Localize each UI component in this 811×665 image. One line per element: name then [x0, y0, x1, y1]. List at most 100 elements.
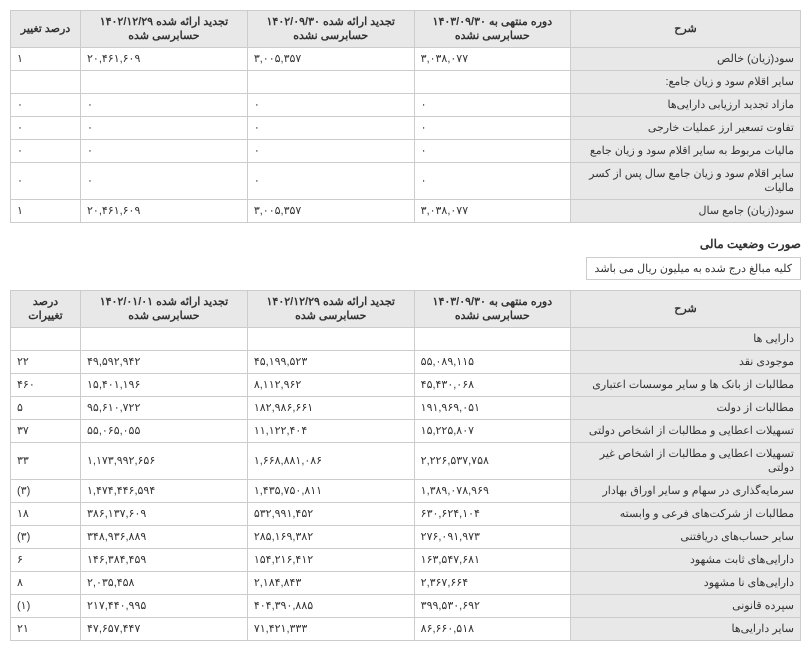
row-val3: ۲۰,۴۶۱,۶۰۹	[81, 200, 248, 223]
row-pct: ۳۳	[11, 443, 81, 480]
row-desc: موجودی نقد	[571, 351, 801, 374]
row-pct: (۳)	[11, 526, 81, 549]
row-pct: ۱	[11, 200, 81, 223]
row-val3: ۰	[81, 140, 248, 163]
row-val2: ۲,۱۸۴,۸۴۳	[247, 572, 414, 595]
row-val3: ۳۸۶,۱۳۷,۶۰۹	[81, 503, 248, 526]
row-val3: ۱,۱۷۳,۹۹۲,۶۵۶	[81, 443, 248, 480]
row-val1: ۰	[414, 117, 570, 140]
row-val2: ۰	[247, 140, 414, 163]
table-row: سایر حساب‌های دریافتنی۲۷۶,۰۹۱,۹۷۳۲۸۵,۱۶۹…	[11, 526, 801, 549]
row-pct	[11, 71, 81, 94]
row-desc: تفاوت تسعیر ارز عملیات خارجی	[571, 117, 801, 140]
table-row: تسهیلات اعطایی و مطالبات از اشخاص غیر دو…	[11, 443, 801, 480]
table-row: مطالبات از شرکت‌های فرعی و وابسته۶۳۰,۶۲۴…	[11, 503, 801, 526]
row-val1: ۰	[414, 163, 570, 200]
row-val1: ۰	[414, 94, 570, 117]
row-pct: ۵	[11, 397, 81, 420]
row-desc: سایر اقلام سود و زیان جامع سال پس از کسر…	[571, 163, 801, 200]
row-val1: ۱۶۳,۵۴۷,۶۸۱	[414, 549, 570, 572]
row-desc: سود(زیان) جامع سال	[571, 200, 801, 223]
row-pct: ۱۸	[11, 503, 81, 526]
row-val1: ۲۷۶,۰۹۱,۹۷۳	[414, 526, 570, 549]
t2-header-col3: تجدید ارائه شده ۱۴۰۲/۰۱/۰۱حسابرسی شده	[81, 291, 248, 328]
unit-note: کلیه مبالغ درج شده به میلیون ریال می باش…	[586, 257, 801, 280]
row-val3: ۰	[81, 163, 248, 200]
row-val1	[414, 71, 570, 94]
row-val1: ۶۳۰,۶۲۴,۱۰۴	[414, 503, 570, 526]
row-val3: ۴۷,۶۵۷,۴۴۷	[81, 618, 248, 641]
row-val2: ۱۱,۱۲۲,۴۰۴	[247, 420, 414, 443]
row-val1	[414, 328, 570, 351]
row-pct: ۳۷	[11, 420, 81, 443]
row-val1: ۲,۲۲۶,۵۳۷,۷۵۸	[414, 443, 570, 480]
row-val3: ۲۱۷,۴۴۰,۹۹۵	[81, 595, 248, 618]
row-val3: ۱۵,۴۰۱,۱۹۶	[81, 374, 248, 397]
row-val2: ۳,۰۰۵,۳۵۷	[247, 200, 414, 223]
row-val2: ۰	[247, 94, 414, 117]
table-row: سایر دارایی‌ها۸۶,۶۶۰,۵۱۸۷۱,۴۲۱,۳۳۳۴۷,۶۵۷…	[11, 618, 801, 641]
row-val2: ۰	[247, 163, 414, 200]
row-desc: مالیات مربوط به سایر اقلام سود و زیان جا…	[571, 140, 801, 163]
row-val2: ۱,۶۶۸,۸۸۱,۰۸۶	[247, 443, 414, 480]
row-desc: مطالبات از بانک ها و سایر موسسات اعتباری	[571, 374, 801, 397]
row-pct	[11, 328, 81, 351]
table-row: سرمایه‌گذاری در سهام و سایر اوراق بهادار…	[11, 480, 801, 503]
row-pct: ۸	[11, 572, 81, 595]
row-pct: (۳)	[11, 480, 81, 503]
row-desc: دارایی ها	[571, 328, 801, 351]
row-val2	[247, 328, 414, 351]
row-val3: ۳۴۸,۹۳۶,۸۸۹	[81, 526, 248, 549]
table-row: سود(زیان) خالص۳,۰۳۸,۰۷۷۳,۰۰۵,۳۵۷۲۰,۴۶۱,۶…	[11, 48, 801, 71]
row-val2: ۱۸۲,۹۸۶,۶۶۱	[247, 397, 414, 420]
row-pct: ۴۶۰	[11, 374, 81, 397]
row-val1: ۱,۳۸۹,۰۷۸,۹۶۹	[414, 480, 570, 503]
table-row: مطالبات از دولت۱۹۱,۹۶۹,۰۵۱۱۸۲,۹۸۶,۶۶۱۹۵,…	[11, 397, 801, 420]
row-desc: مازاد تجدید ارزیابی دارایی‌ها	[571, 94, 801, 117]
row-val1: ۳,۰۳۸,۰۷۷	[414, 200, 570, 223]
table-row: دارایی‌های نا مشهود۲,۳۶۷,۶۶۴۲,۱۸۴,۸۴۳۲,۰…	[11, 572, 801, 595]
row-val2	[247, 71, 414, 94]
row-desc: مطالبات از دولت	[571, 397, 801, 420]
table-row: سایر اقلام سود و زیان جامع:	[11, 71, 801, 94]
row-val1: ۲,۳۶۷,۶۶۴	[414, 572, 570, 595]
row-val1: ۰	[414, 140, 570, 163]
row-desc: دارایی‌های ثابت مشهود	[571, 549, 801, 572]
t2-header-pct: درصد تغییرات	[11, 291, 81, 328]
table-row: مطالبات از بانک ها و سایر موسسات اعتباری…	[11, 374, 801, 397]
row-val3: ۹۵,۶۱۰,۷۲۲	[81, 397, 248, 420]
t2-header-col1: دوره منتهی به ۱۴۰۳/۰۹/۳۰حسابرسی نشده	[414, 291, 570, 328]
row-pct: ۰	[11, 117, 81, 140]
comprehensive-income-table: شرح دوره منتهی به ۱۴۰۳/۰۹/۳۰حسابرسی نشده…	[10, 10, 801, 223]
row-val3: ۱۴۶,۳۸۴,۴۵۹	[81, 549, 248, 572]
t1-header-col3: تجدید ارائه شده ۱۴۰۲/۱۲/۲۹حسابرسی شده	[81, 11, 248, 48]
row-val1: ۵۵,۰۸۹,۱۱۵	[414, 351, 570, 374]
row-val3: ۵۵,۰۶۵,۰۵۵	[81, 420, 248, 443]
row-val3: ۲۰,۴۶۱,۶۰۹	[81, 48, 248, 71]
row-desc: سایر اقلام سود و زیان جامع:	[571, 71, 801, 94]
row-val1: ۳,۰۳۸,۰۷۷	[414, 48, 570, 71]
row-desc: دارایی‌های نا مشهود	[571, 572, 801, 595]
row-val3: ۴۹,۵۹۲,۹۴۲	[81, 351, 248, 374]
row-desc: سایر دارایی‌ها	[571, 618, 801, 641]
t1-header-desc: شرح	[571, 11, 801, 48]
row-desc: مطالبات از شرکت‌های فرعی و وابسته	[571, 503, 801, 526]
row-val3: ۲,۰۳۵,۴۵۸	[81, 572, 248, 595]
row-val1: ۱۵,۲۲۵,۸۰۷	[414, 420, 570, 443]
t2-header-col2: تجدید ارائه شده ۱۴۰۲/۱۲/۲۹حسابرسی شده	[247, 291, 414, 328]
row-val2: ۳,۰۰۵,۳۵۷	[247, 48, 414, 71]
table-row: تسهیلات اعطایی و مطالبات از اشخاص دولتی۱…	[11, 420, 801, 443]
row-val3: ۰	[81, 94, 248, 117]
table-row: موجودی نقد۵۵,۰۸۹,۱۱۵۴۵,۱۹۹,۵۲۳۴۹,۵۹۲,۹۴۲…	[11, 351, 801, 374]
row-val2: ۱,۴۳۵,۷۵۰,۸۱۱	[247, 480, 414, 503]
row-pct: ۶	[11, 549, 81, 572]
row-desc: سایر حساب‌های دریافتنی	[571, 526, 801, 549]
row-val3: ۰	[81, 117, 248, 140]
row-pct: ۲۲	[11, 351, 81, 374]
row-desc: تسهیلات اعطایی و مطالبات از اشخاص غیر دو…	[571, 443, 801, 480]
t1-header-col2: تجدید ارائه شده ۱۴۰۲/۰۹/۳۰حسابرسی نشده	[247, 11, 414, 48]
t1-header-pct: درصد تغییر	[11, 11, 81, 48]
row-val2: ۴۰۴,۳۹۰,۸۸۵	[247, 595, 414, 618]
row-pct: ۰	[11, 163, 81, 200]
row-val2: ۸,۱۱۲,۹۶۲	[247, 374, 414, 397]
